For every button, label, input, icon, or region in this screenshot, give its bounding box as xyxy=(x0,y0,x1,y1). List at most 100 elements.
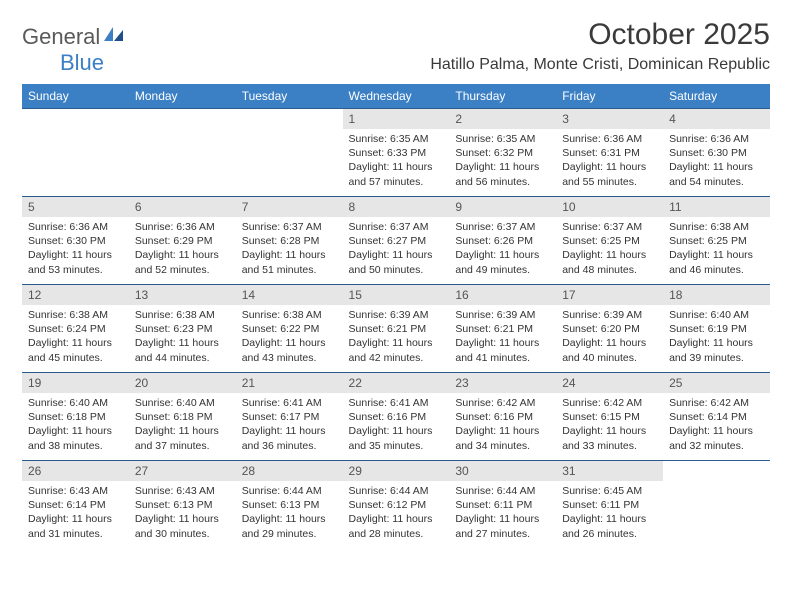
header: General Blue October 2025 Hatillo Palma,… xyxy=(22,18,770,82)
calendar-day-cell: 19Sunrise: 6:40 AMSunset: 6:18 PMDayligh… xyxy=(22,373,129,461)
day-number: 4 xyxy=(663,109,770,129)
day-header: Wednesday xyxy=(343,84,450,109)
day-header: Friday xyxy=(556,84,663,109)
day-number: 30 xyxy=(449,461,556,481)
day-details: Sunrise: 6:35 AMSunset: 6:33 PMDaylight:… xyxy=(343,129,450,193)
day-header: Tuesday xyxy=(236,84,343,109)
day-header: Thursday xyxy=(449,84,556,109)
day-number: 9 xyxy=(449,197,556,217)
day-number: 20 xyxy=(129,373,236,393)
day-header: Monday xyxy=(129,84,236,109)
calendar-day-cell: 18Sunrise: 6:40 AMSunset: 6:19 PMDayligh… xyxy=(663,285,770,373)
day-number: 19 xyxy=(22,373,129,393)
logo-word-general: General xyxy=(22,24,100,49)
day-number: 29 xyxy=(343,461,450,481)
day-details: Sunrise: 6:39 AMSunset: 6:20 PMDaylight:… xyxy=(556,305,663,369)
calendar-day-cell xyxy=(129,109,236,197)
day-details: Sunrise: 6:38 AMSunset: 6:25 PMDaylight:… xyxy=(663,217,770,281)
day-number: 24 xyxy=(556,373,663,393)
day-number: 13 xyxy=(129,285,236,305)
day-number: 26 xyxy=(22,461,129,481)
day-details: Sunrise: 6:37 AMSunset: 6:26 PMDaylight:… xyxy=(449,217,556,281)
calendar-day-cell: 21Sunrise: 6:41 AMSunset: 6:17 PMDayligh… xyxy=(236,373,343,461)
day-details: Sunrise: 6:42 AMSunset: 6:14 PMDaylight:… xyxy=(663,393,770,457)
month-title: October 2025 xyxy=(430,18,770,52)
day-details: Sunrise: 6:38 AMSunset: 6:23 PMDaylight:… xyxy=(129,305,236,369)
calendar-day-cell: 9Sunrise: 6:37 AMSunset: 6:26 PMDaylight… xyxy=(449,197,556,285)
calendar-week-row: 5Sunrise: 6:36 AMSunset: 6:30 PMDaylight… xyxy=(22,197,770,285)
day-header: Saturday xyxy=(663,84,770,109)
day-details: Sunrise: 6:38 AMSunset: 6:22 PMDaylight:… xyxy=(236,305,343,369)
calendar-day-cell: 5Sunrise: 6:36 AMSunset: 6:30 PMDaylight… xyxy=(22,197,129,285)
calendar-day-cell: 1Sunrise: 6:35 AMSunset: 6:33 PMDaylight… xyxy=(343,109,450,197)
day-number: 21 xyxy=(236,373,343,393)
title-block: October 2025 Hatillo Palma, Monte Cristi… xyxy=(430,18,770,82)
day-details: Sunrise: 6:43 AMSunset: 6:14 PMDaylight:… xyxy=(22,481,129,545)
calendar-day-cell: 6Sunrise: 6:36 AMSunset: 6:29 PMDaylight… xyxy=(129,197,236,285)
day-details: Sunrise: 6:44 AMSunset: 6:13 PMDaylight:… xyxy=(236,481,343,545)
calendar-day-cell: 27Sunrise: 6:43 AMSunset: 6:13 PMDayligh… xyxy=(129,461,236,549)
day-number: 22 xyxy=(343,373,450,393)
day-number: 31 xyxy=(556,461,663,481)
day-details: Sunrise: 6:36 AMSunset: 6:30 PMDaylight:… xyxy=(22,217,129,281)
day-number: 25 xyxy=(663,373,770,393)
calendar-body: 1Sunrise: 6:35 AMSunset: 6:33 PMDaylight… xyxy=(22,109,770,549)
logo: General Blue xyxy=(22,24,125,76)
calendar-day-cell: 11Sunrise: 6:38 AMSunset: 6:25 PMDayligh… xyxy=(663,197,770,285)
day-details: Sunrise: 6:40 AMSunset: 6:18 PMDaylight:… xyxy=(22,393,129,457)
calendar-day-cell: 12Sunrise: 6:38 AMSunset: 6:24 PMDayligh… xyxy=(22,285,129,373)
logo-word-blue: Blue xyxy=(60,50,104,75)
calendar-day-cell: 20Sunrise: 6:40 AMSunset: 6:18 PMDayligh… xyxy=(129,373,236,461)
day-number: 11 xyxy=(663,197,770,217)
day-details: Sunrise: 6:37 AMSunset: 6:27 PMDaylight:… xyxy=(343,217,450,281)
day-number: 7 xyxy=(236,197,343,217)
calendar-day-cell: 3Sunrise: 6:36 AMSunset: 6:31 PMDaylight… xyxy=(556,109,663,197)
calendar-day-cell: 30Sunrise: 6:44 AMSunset: 6:11 PMDayligh… xyxy=(449,461,556,549)
location-subtitle: Hatillo Palma, Monte Cristi, Dominican R… xyxy=(430,56,770,74)
day-details: Sunrise: 6:36 AMSunset: 6:29 PMDaylight:… xyxy=(129,217,236,281)
day-details: Sunrise: 6:43 AMSunset: 6:13 PMDaylight:… xyxy=(129,481,236,545)
calendar-day-cell: 28Sunrise: 6:44 AMSunset: 6:13 PMDayligh… xyxy=(236,461,343,549)
calendar-week-row: 12Sunrise: 6:38 AMSunset: 6:24 PMDayligh… xyxy=(22,285,770,373)
calendar-day-cell: 17Sunrise: 6:39 AMSunset: 6:20 PMDayligh… xyxy=(556,285,663,373)
calendar-week-row: 26Sunrise: 6:43 AMSunset: 6:14 PMDayligh… xyxy=(22,461,770,549)
calendar-day-cell xyxy=(236,109,343,197)
day-details: Sunrise: 6:35 AMSunset: 6:32 PMDaylight:… xyxy=(449,129,556,193)
calendar-day-cell: 15Sunrise: 6:39 AMSunset: 6:21 PMDayligh… xyxy=(343,285,450,373)
calendar-day-cell: 4Sunrise: 6:36 AMSunset: 6:30 PMDaylight… xyxy=(663,109,770,197)
day-number: 27 xyxy=(129,461,236,481)
day-number: 16 xyxy=(449,285,556,305)
calendar-day-cell: 2Sunrise: 6:35 AMSunset: 6:32 PMDaylight… xyxy=(449,109,556,197)
day-details: Sunrise: 6:37 AMSunset: 6:25 PMDaylight:… xyxy=(556,217,663,281)
day-details: Sunrise: 6:38 AMSunset: 6:24 PMDaylight:… xyxy=(22,305,129,369)
day-details: Sunrise: 6:42 AMSunset: 6:15 PMDaylight:… xyxy=(556,393,663,457)
day-number: 15 xyxy=(343,285,450,305)
day-details: Sunrise: 6:45 AMSunset: 6:11 PMDaylight:… xyxy=(556,481,663,545)
calendar-day-cell: 8Sunrise: 6:37 AMSunset: 6:27 PMDaylight… xyxy=(343,197,450,285)
day-details: Sunrise: 6:36 AMSunset: 6:31 PMDaylight:… xyxy=(556,129,663,193)
day-number: 12 xyxy=(22,285,129,305)
calendar-day-cell: 16Sunrise: 6:39 AMSunset: 6:21 PMDayligh… xyxy=(449,285,556,373)
logo-sail-icon xyxy=(103,26,125,44)
calendar-day-cell: 29Sunrise: 6:44 AMSunset: 6:12 PMDayligh… xyxy=(343,461,450,549)
day-number: 18 xyxy=(663,285,770,305)
day-number: 28 xyxy=(236,461,343,481)
day-details: Sunrise: 6:42 AMSunset: 6:16 PMDaylight:… xyxy=(449,393,556,457)
calendar-day-cell: 14Sunrise: 6:38 AMSunset: 6:22 PMDayligh… xyxy=(236,285,343,373)
calendar-day-cell: 31Sunrise: 6:45 AMSunset: 6:11 PMDayligh… xyxy=(556,461,663,549)
calendar-day-cell xyxy=(22,109,129,197)
calendar-day-cell xyxy=(663,461,770,549)
day-number: 5 xyxy=(22,197,129,217)
calendar-day-cell: 23Sunrise: 6:42 AMSunset: 6:16 PMDayligh… xyxy=(449,373,556,461)
calendar-week-row: 19Sunrise: 6:40 AMSunset: 6:18 PMDayligh… xyxy=(22,373,770,461)
calendar-table: SundayMondayTuesdayWednesdayThursdayFrid… xyxy=(22,84,770,549)
calendar-day-cell: 22Sunrise: 6:41 AMSunset: 6:16 PMDayligh… xyxy=(343,373,450,461)
day-details: Sunrise: 6:37 AMSunset: 6:28 PMDaylight:… xyxy=(236,217,343,281)
day-number: 3 xyxy=(556,109,663,129)
day-details: Sunrise: 6:40 AMSunset: 6:19 PMDaylight:… xyxy=(663,305,770,369)
day-number: 8 xyxy=(343,197,450,217)
calendar-day-cell: 24Sunrise: 6:42 AMSunset: 6:15 PMDayligh… xyxy=(556,373,663,461)
calendar-day-cell: 26Sunrise: 6:43 AMSunset: 6:14 PMDayligh… xyxy=(22,461,129,549)
calendar-day-cell: 13Sunrise: 6:38 AMSunset: 6:23 PMDayligh… xyxy=(129,285,236,373)
logo-text: General Blue xyxy=(22,24,125,76)
